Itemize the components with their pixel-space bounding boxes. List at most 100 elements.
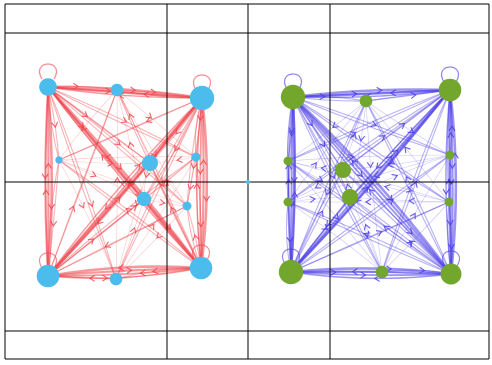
right-edge-R9-R10: [290, 201, 450, 273]
right-edge-R3-R7: [287, 89, 451, 203]
right-edge-arrowhead: [310, 162, 317, 169]
right-edge-arrowhead: [351, 159, 358, 167]
left-edge-arrowhead: [129, 226, 137, 234]
right-edge-R2-R10: [290, 100, 367, 273]
right-edge-R3-R10: [289, 88, 452, 274]
right-edge-R10-R12: [289, 270, 453, 276]
right-edge-arrowhead: [286, 236, 294, 244]
left-edge-L6-L11: [195, 156, 202, 269]
right-edge-arrowhead: [321, 223, 329, 231]
right-edge-R2-R7: [287, 100, 367, 203]
right-edge-arrowhead: [448, 162, 456, 170]
left-edge-arrowhead: [104, 241, 112, 248]
left-edge-arrowhead: [80, 124, 88, 132]
left-edge-L6-L9: [47, 156, 197, 277]
left-edge-L5-L11: [149, 162, 202, 269]
left-edge-arrowhead: [113, 176, 121, 184]
right-self-loop-R3: [441, 66, 459, 83]
left-edge-L4-L11: [58, 159, 202, 269]
right-node-R8: [342, 189, 358, 205]
right-edge-arrowhead: [406, 228, 413, 235]
left-edge-L6-L10: [115, 156, 197, 280]
right-edge-R6-R10: [290, 154, 451, 273]
left-edge-L2-L6: [116, 89, 197, 158]
right-edge-arrowhead: [332, 121, 339, 129]
left-edge-arrowhead: [105, 87, 112, 95]
left-edge-arrowhead: [101, 154, 108, 161]
right-edge-arrowhead: [363, 223, 371, 231]
right-node-R4: [283, 156, 293, 166]
left-node-L4: [55, 156, 63, 164]
right-edge-R2-R12: [365, 100, 452, 275]
left-edge-arrowhead: [134, 163, 141, 171]
left-edge-L3-L11: [199, 97, 203, 269]
left-edge-L1-L8: [47, 86, 188, 207]
right-edge-arrowhead: [316, 175, 324, 182]
left-edge-arrowhead: [87, 238, 95, 245]
right-edge-R1-R9: [292, 96, 450, 203]
right-edge-arrowhead: [387, 198, 394, 205]
right-edge-R4-R11: [287, 160, 383, 273]
left-edge-arrowhead: [145, 112, 153, 119]
left-edge-arrowhead: [68, 205, 76, 212]
right-edge-R3-R10: [290, 89, 451, 273]
left-edge-L1-L3: [47, 86, 203, 99]
right-edge-arrowhead: [348, 153, 355, 161]
right-edge-arrowhead: [373, 171, 381, 179]
left-edge-arrowhead: [193, 182, 201, 189]
left-edge-L2-L10: [115, 89, 118, 280]
left-edge-L4-L7: [58, 159, 145, 200]
left-edge-arrowhead: [170, 206, 177, 214]
left-edge-arrowhead: [148, 223, 155, 231]
right-edge-R8-R11: [349, 196, 383, 273]
right-edge-R9-R11: [381, 201, 450, 273]
right-edge-arrowhead: [314, 182, 322, 189]
right-edge-arrowhead: [445, 178, 453, 185]
right-edge-R1-R3: [292, 89, 451, 98]
right-edge-R8-R12: [349, 196, 452, 275]
right-edge-R8-R9: [349, 196, 450, 203]
left-edge-L1-L3: [47, 86, 203, 99]
left-edge-L6-L11: [195, 156, 202, 269]
left-edge-arrowhead: [51, 121, 59, 129]
right-edge-R1-R10: [287, 96, 294, 273]
left-edge-arrowhead: [161, 180, 169, 187]
right-edge-arrowhead: [356, 170, 363, 178]
left-edge-arrowhead: [196, 168, 204, 175]
right-edge-arrowhead: [364, 198, 372, 206]
left-edge-L3-L7: [143, 97, 203, 200]
left-edge-L8-L9: [47, 205, 188, 277]
right-edge-arrowhead: [447, 243, 455, 251]
left-edge-arrowhead: [114, 139, 121, 146]
right-edge-arrowhead: [375, 230, 383, 237]
left-node-L2: [110, 83, 124, 97]
left-edge-L3-L9: [46, 96, 204, 278]
left-edge-L2-L8: [116, 89, 188, 207]
right-node-R7: [283, 197, 293, 207]
right-edge-R6-R7: [287, 154, 451, 203]
right-edge-R1-R6: [292, 96, 451, 156]
left-edge-L4-L5: [58, 159, 151, 164]
left-edge-L1-L5: [47, 86, 151, 164]
right-edge-R1-R6: [292, 96, 451, 156]
right-edge-arrowhead: [291, 191, 299, 198]
right-edge-R3-R5: [342, 89, 451, 171]
right-edge-R3-R7: [287, 89, 451, 203]
right-graph-nodes: [278, 78, 462, 285]
right-edge-arrowhead: [320, 165, 327, 173]
left-edge-arrowhead: [127, 141, 135, 149]
right-edge-R3-R4: [287, 89, 451, 162]
left-edge-arrowhead: [78, 201, 85, 209]
right-edge-arrowhead: [329, 172, 336, 180]
right-graph-edges: [282, 66, 460, 282]
left-edge-arrowhead: [104, 203, 112, 210]
right-edge-arrowhead: [410, 92, 417, 99]
right-edge-R1-R10: [289, 95, 297, 274]
right-edge-arrowhead: [349, 131, 357, 138]
left-edge-L2-L9: [47, 89, 118, 277]
right-edge-R6-R8: [349, 154, 451, 198]
left-self-loop-L9: [39, 252, 57, 269]
right-edge-R4-R6: [287, 154, 451, 162]
right-edge-R7-R12: [287, 201, 452, 275]
